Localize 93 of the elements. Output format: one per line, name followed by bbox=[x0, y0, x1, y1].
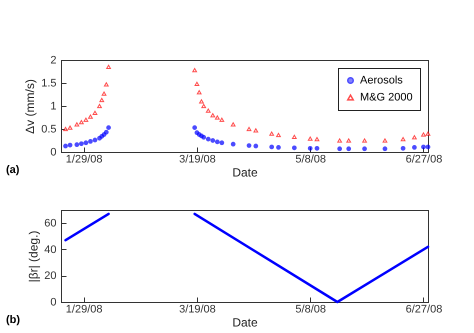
x-tick-label: 5/8/08 bbox=[295, 154, 326, 166]
point bbox=[194, 82, 200, 86]
point bbox=[253, 128, 258, 132]
point bbox=[104, 130, 109, 135]
point bbox=[292, 134, 297, 139]
point bbox=[88, 114, 93, 119]
point bbox=[102, 91, 106, 96]
point bbox=[230, 122, 236, 127]
point bbox=[346, 138, 352, 143]
point bbox=[362, 146, 367, 152]
point bbox=[92, 138, 98, 142]
point bbox=[63, 144, 68, 148]
point bbox=[63, 126, 68, 132]
y-tick-label: 0.5 bbox=[41, 124, 56, 136]
point bbox=[106, 64, 111, 70]
y-tick-label: 0 bbox=[50, 296, 56, 308]
point bbox=[292, 145, 297, 150]
point bbox=[206, 108, 211, 113]
point bbox=[106, 125, 111, 130]
point bbox=[400, 137, 406, 142]
text: (a) bbox=[6, 164, 20, 176]
point bbox=[74, 142, 80, 148]
point bbox=[68, 126, 72, 130]
point bbox=[362, 138, 367, 143]
y-axis-title: |βr| (deg.) bbox=[26, 230, 40, 282]
point bbox=[246, 126, 252, 132]
point bbox=[421, 144, 426, 150]
x-tick-label: 6/27/08 bbox=[406, 304, 442, 316]
x-tick-label: 3/19/08 bbox=[179, 154, 216, 166]
y-tick-label: 2 bbox=[50, 54, 56, 66]
x-tick-label: 6/27/08 bbox=[406, 154, 442, 166]
point bbox=[199, 99, 204, 104]
point bbox=[346, 146, 352, 152]
point bbox=[219, 118, 224, 122]
y-tick-label: 20 bbox=[44, 270, 56, 282]
point bbox=[192, 68, 198, 72]
point bbox=[314, 146, 320, 151]
point bbox=[412, 145, 417, 150]
point bbox=[201, 134, 206, 140]
y-tick-label: 60 bbox=[44, 218, 56, 230]
point bbox=[337, 138, 342, 143]
point bbox=[314, 137, 320, 142]
x-tick-label: 5/8/08 bbox=[295, 304, 326, 316]
point bbox=[79, 120, 84, 124]
point bbox=[196, 90, 202, 94]
point bbox=[201, 104, 206, 108]
x-tick-label: 1/29/08 bbox=[66, 304, 103, 316]
point bbox=[192, 125, 198, 130]
point bbox=[210, 113, 216, 118]
point bbox=[97, 104, 102, 108]
point bbox=[88, 139, 93, 144]
point bbox=[382, 138, 388, 143]
point bbox=[92, 110, 98, 116]
point bbox=[68, 142, 72, 148]
y-tick-label: 1.5 bbox=[41, 78, 56, 90]
point bbox=[210, 138, 216, 143]
legend-label: Aerosols bbox=[360, 74, 404, 86]
y-axis-title: Δv (mm/s) bbox=[23, 79, 38, 134]
point bbox=[84, 118, 88, 122]
point bbox=[337, 146, 342, 152]
y-tick-label: 0 bbox=[50, 146, 56, 158]
point bbox=[246, 143, 252, 148]
point bbox=[104, 82, 109, 86]
point bbox=[276, 132, 281, 138]
point bbox=[84, 140, 88, 146]
y-tick-label: 1 bbox=[50, 100, 56, 112]
point bbox=[219, 140, 224, 146]
point bbox=[269, 131, 274, 136]
x-axis-title: Date bbox=[232, 316, 258, 330]
point bbox=[214, 140, 220, 144]
x-tick-label: 3/19/08 bbox=[179, 304, 216, 316]
point bbox=[412, 135, 417, 140]
point bbox=[99, 98, 104, 102]
point bbox=[253, 144, 258, 148]
point bbox=[426, 144, 430, 150]
x-tick-label: 1/29/08 bbox=[66, 154, 103, 166]
point bbox=[276, 145, 281, 150]
text: (b) bbox=[6, 314, 20, 326]
point bbox=[74, 122, 80, 127]
point bbox=[230, 142, 236, 147]
point bbox=[400, 146, 406, 151]
point bbox=[308, 136, 313, 141]
point bbox=[206, 136, 211, 142]
x-axis-title: Date bbox=[232, 166, 258, 180]
point bbox=[79, 141, 84, 146]
point bbox=[269, 144, 274, 150]
point bbox=[308, 146, 313, 151]
point bbox=[382, 146, 388, 152]
point bbox=[421, 132, 426, 137]
y-tick-label: 40 bbox=[44, 244, 56, 256]
point bbox=[426, 131, 430, 136]
legend-label: M&G 2000 bbox=[360, 92, 413, 104]
point bbox=[214, 115, 220, 120]
